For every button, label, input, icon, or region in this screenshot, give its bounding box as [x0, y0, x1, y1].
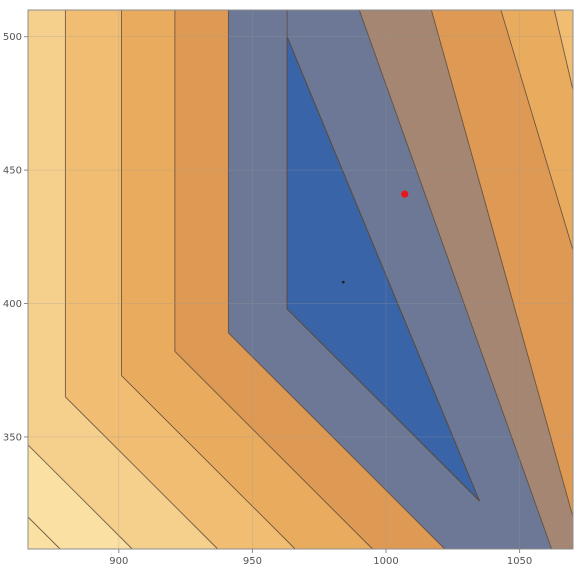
minimum-point [341, 280, 345, 284]
contour-line-right-4 [553, 9, 574, 91]
x-tick-label: 900 [109, 556, 128, 567]
plot-frame [27, 9, 574, 550]
y-tick-label: 500 [3, 32, 22, 43]
y-tick-label: 350 [3, 432, 22, 443]
contour-bands [28, 10, 574, 549]
x-tick-label: 1050 [507, 556, 532, 567]
x-axis-ticks: 900 950 1000 1050 [109, 549, 532, 567]
contour-line-left-4 [64, 10, 219, 550]
contour-line-left-2 [174, 10, 373, 550]
x-tick-label: 1000 [373, 556, 398, 567]
contour-line-left-3 [121, 10, 296, 550]
y-tick-label: 400 [3, 299, 22, 310]
contour-line-left-6 [27, 516, 61, 550]
contour-line-left-5 [27, 444, 133, 550]
contour-line-right-2 [430, 9, 574, 518]
y-axis-ticks: 350 400 450 500 [3, 32, 28, 443]
x-tick-label: 950 [243, 556, 262, 567]
highlight-point [401, 190, 409, 198]
contour-line-right-3 [500, 9, 574, 251]
contour-line-left-1 [227, 10, 446, 550]
contour-line-minimum [286, 36, 480, 502]
y-tick-label: 450 [3, 166, 22, 177]
data-points [341, 190, 409, 284]
grid-lines [28, 10, 573, 549]
